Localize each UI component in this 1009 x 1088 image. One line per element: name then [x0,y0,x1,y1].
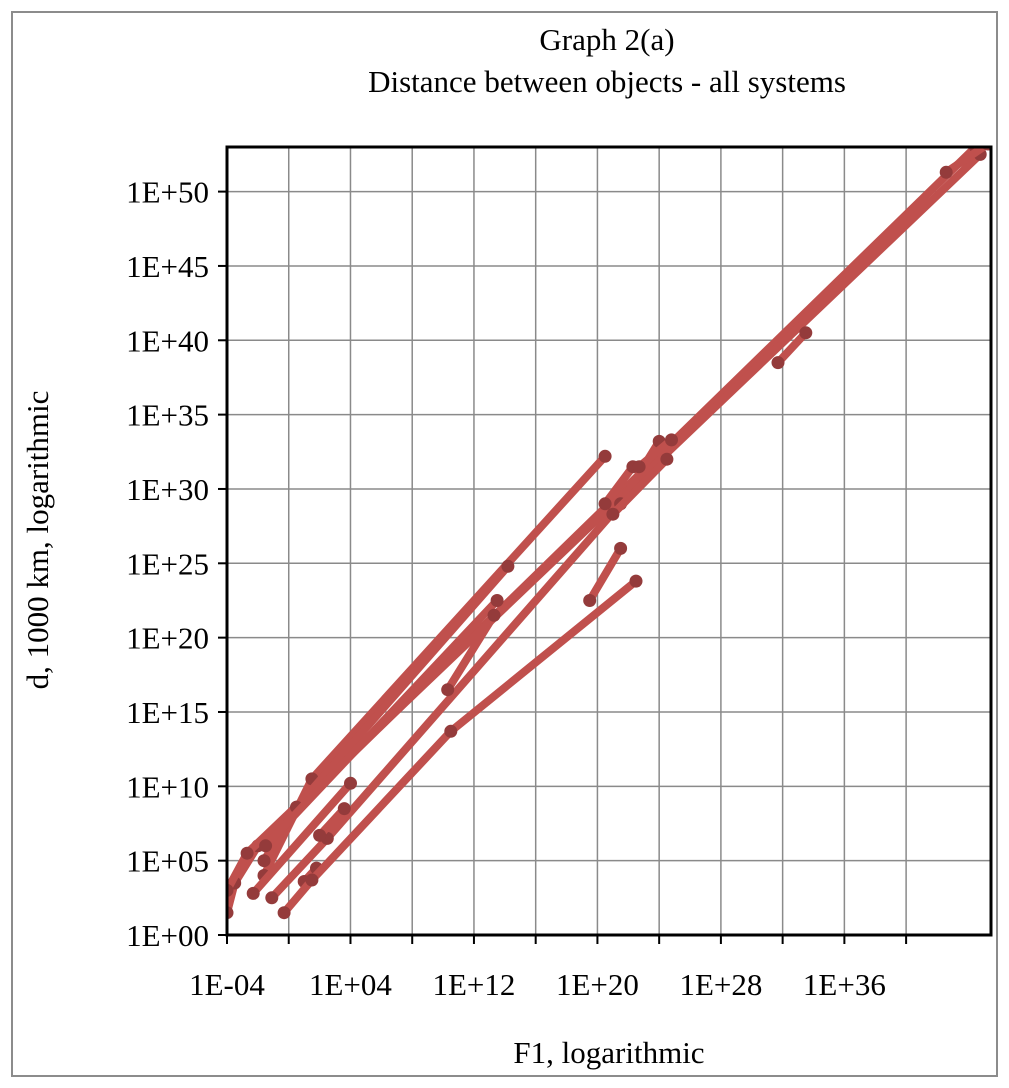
plot-area-border [225,145,993,937]
data-point [598,449,612,463]
data-point [257,854,271,868]
series-line [635,435,676,471]
data-point [632,460,646,474]
chart-subtitle: Distance between objects - all systems [368,64,846,99]
series-line [601,462,637,508]
x-tick-labels: 1E-04 1E+04 1E+12 1E+20 1E+28 1E+36 [189,967,886,1002]
series-line [942,147,991,177]
data-point [629,574,643,588]
data-point [598,497,612,511]
data-point [313,828,327,842]
series-line [261,596,502,850]
data-point [583,594,597,607]
data-point [799,326,813,340]
chart-title: Graph 2(a) [539,22,674,57]
x-tick-label: 1E+20 [556,967,639,1002]
data-point [771,356,785,370]
data-point [665,433,678,447]
y-tick-label: 1E+15 [126,695,209,730]
y-tick-labels: 1E+00 1E+05 1E+10 1E+15 1E+20 1E+25 1E+30 1E+35… [126,175,209,953]
data-point [259,839,273,853]
data-point [939,165,953,179]
series-line [585,544,625,605]
data-point [227,883,234,897]
y-tick-label: 1E+30 [126,472,209,507]
y-axis-label: d, 1000 km, logarithmic [20,391,55,690]
x-axis-label: F1, logarithmic [513,1035,704,1070]
data-point [660,452,674,466]
y-tick-label: 1E+00 [126,918,209,953]
data-point [614,541,628,555]
y-tick-label: 1E+35 [126,398,209,433]
y-tick-label: 1E+10 [126,769,209,804]
x-tick-label: 1E+12 [432,967,515,1002]
series-line [280,577,640,917]
data-point [444,724,458,738]
y-tick-label: 1E+20 [126,621,209,656]
x-tick-label: 1E-04 [189,967,265,1002]
series-line [443,611,498,694]
y-tick-label: 1E+25 [126,546,209,581]
x-tick-label: 1E+04 [309,967,392,1002]
y-tick-label: 1E+45 [126,249,209,284]
series-line [774,328,810,367]
series-line [608,455,671,519]
data-point [441,683,455,697]
data-point [487,608,501,622]
x-tick-label: 1E+28 [679,967,762,1002]
y-tick-label: 1E+05 [126,844,209,879]
y-tick-label: 1E+40 [126,323,209,358]
data-point [501,559,515,573]
data-point [337,802,351,816]
data-point [606,507,620,521]
data-point [227,906,234,920]
data-point [490,594,504,607]
data-point [305,873,319,887]
data-series [227,147,991,920]
axis-ticks [218,190,908,944]
series-line [249,779,355,898]
x-tick-label: 1E+36 [803,967,886,1002]
data-point [246,886,260,900]
data-point [265,891,279,905]
data-point [240,846,254,860]
y-tick-label: 1E+50 [126,175,209,210]
chart-frame [11,11,998,1077]
data-point [344,776,357,790]
data-point [277,906,291,920]
